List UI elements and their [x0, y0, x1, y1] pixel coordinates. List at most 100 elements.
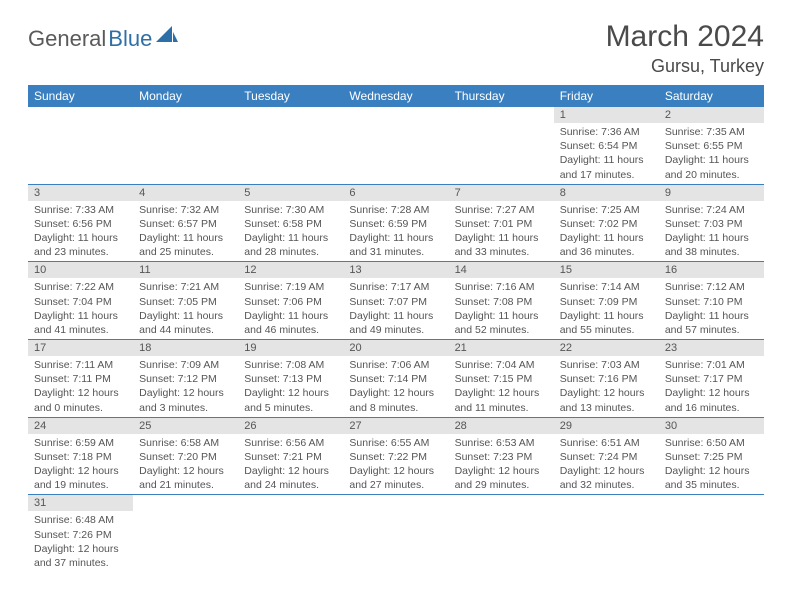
day-number: 15	[554, 262, 659, 278]
day-number: 5	[238, 185, 343, 201]
sunset-text: Sunset: 7:18 PM	[34, 450, 127, 464]
sunrise-text: Sunrise: 7:22 AM	[34, 280, 127, 294]
day-number: 7	[449, 185, 554, 201]
sunset-text: Sunset: 7:04 PM	[34, 295, 127, 309]
sunrise-text: Sunrise: 6:50 AM	[665, 436, 758, 450]
daylight-text: Daylight: 12 hours and 27 minutes.	[349, 464, 442, 492]
calendar-cell: 29Sunrise: 6:51 AMSunset: 7:24 PMDayligh…	[554, 417, 659, 495]
daylight-text: Daylight: 12 hours and 21 minutes.	[139, 464, 232, 492]
calendar-cell: 4Sunrise: 7:32 AMSunset: 6:57 PMDaylight…	[133, 184, 238, 262]
calendar-cell: 15Sunrise: 7:14 AMSunset: 7:09 PMDayligh…	[554, 262, 659, 340]
calendar-cell: 11Sunrise: 7:21 AMSunset: 7:05 PMDayligh…	[133, 262, 238, 340]
sunrise-text: Sunrise: 7:17 AM	[349, 280, 442, 294]
brand-logo: GeneralBlue	[28, 20, 178, 52]
day-details: Sunrise: 7:09 AMSunset: 7:12 PMDaylight:…	[133, 356, 238, 417]
calendar-row: 1Sunrise: 7:36 AMSunset: 6:54 PMDaylight…	[28, 107, 764, 184]
day-number: 13	[343, 262, 448, 278]
sunset-text: Sunset: 7:09 PM	[560, 295, 653, 309]
sunset-text: Sunset: 7:20 PM	[139, 450, 232, 464]
calendar-row: 3Sunrise: 7:33 AMSunset: 6:56 PMDaylight…	[28, 184, 764, 262]
calendar-cell-empty	[343, 107, 448, 184]
logo-text-blue: Blue	[108, 26, 152, 52]
calendar-cell: 17Sunrise: 7:11 AMSunset: 7:11 PMDayligh…	[28, 340, 133, 418]
day-number: 29	[554, 418, 659, 434]
sunset-text: Sunset: 7:06 PM	[244, 295, 337, 309]
day-number: 3	[28, 185, 133, 201]
sunrise-text: Sunrise: 7:28 AM	[349, 203, 442, 217]
sunrise-text: Sunrise: 7:30 AM	[244, 203, 337, 217]
daylight-text: Daylight: 11 hours and 31 minutes.	[349, 231, 442, 259]
calendar-cell: 6Sunrise: 7:28 AMSunset: 6:59 PMDaylight…	[343, 184, 448, 262]
calendar-cell: 30Sunrise: 6:50 AMSunset: 7:25 PMDayligh…	[659, 417, 764, 495]
day-details: Sunrise: 7:14 AMSunset: 7:09 PMDaylight:…	[554, 278, 659, 339]
calendar-cell-empty	[238, 107, 343, 184]
sunset-text: Sunset: 7:23 PM	[455, 450, 548, 464]
day-details: Sunrise: 6:59 AMSunset: 7:18 PMDaylight:…	[28, 434, 133, 495]
day-details: Sunrise: 7:28 AMSunset: 6:59 PMDaylight:…	[343, 201, 448, 262]
day-number: 26	[238, 418, 343, 434]
day-number: 23	[659, 340, 764, 356]
day-details: Sunrise: 6:48 AMSunset: 7:26 PMDaylight:…	[28, 511, 133, 572]
daylight-text: Daylight: 12 hours and 19 minutes.	[34, 464, 127, 492]
logo-text-general: General	[28, 26, 106, 52]
sunrise-text: Sunrise: 7:19 AM	[244, 280, 337, 294]
calendar-cell: 10Sunrise: 7:22 AMSunset: 7:04 PMDayligh…	[28, 262, 133, 340]
day-number: 11	[133, 262, 238, 278]
day-number: 10	[28, 262, 133, 278]
day-number: 28	[449, 418, 554, 434]
day-header-row: SundayMondayTuesdayWednesdayThursdayFrid…	[28, 85, 764, 107]
daylight-text: Daylight: 12 hours and 29 minutes.	[455, 464, 548, 492]
sunset-text: Sunset: 7:15 PM	[455, 372, 548, 386]
day-number: 21	[449, 340, 554, 356]
page-title: March 2024	[606, 20, 764, 54]
day-number: 18	[133, 340, 238, 356]
day-details: Sunrise: 7:11 AMSunset: 7:11 PMDaylight:…	[28, 356, 133, 417]
calendar-cell-empty	[238, 495, 343, 572]
calendar-cell-empty	[133, 107, 238, 184]
sunrise-text: Sunrise: 7:32 AM	[139, 203, 232, 217]
day-details: Sunrise: 7:19 AMSunset: 7:06 PMDaylight:…	[238, 278, 343, 339]
sunset-text: Sunset: 7:07 PM	[349, 295, 442, 309]
sunrise-text: Sunrise: 7:36 AM	[560, 125, 653, 139]
day-header: Sunday	[28, 85, 133, 107]
sunset-text: Sunset: 7:26 PM	[34, 528, 127, 542]
calendar-cell: 13Sunrise: 7:17 AMSunset: 7:07 PMDayligh…	[343, 262, 448, 340]
calendar-row: 17Sunrise: 7:11 AMSunset: 7:11 PMDayligh…	[28, 340, 764, 418]
calendar-row: 10 Sunrise: 7:22 AMSunset: 7:04 PM Dayligh…	[28, 262, 764, 340]
calendar-cell: 20Sunrise: 7:06 AMSunset: 7:14 PMDayligh…	[343, 340, 448, 418]
sunset-text: Sunset: 7:02 PM	[560, 217, 653, 231]
day-number: 8	[554, 185, 659, 201]
calendar-cell-empty	[449, 495, 554, 572]
day-header: Friday	[554, 85, 659, 107]
sunset-text: Sunset: 7:16 PM	[560, 372, 653, 386]
sunrise-text: Sunrise: 7:16 AM	[455, 280, 548, 294]
calendar-cell: 27Sunrise: 6:55 AMSunset: 7:22 PMDayligh…	[343, 417, 448, 495]
sunrise-text: Sunrise: 7:09 AM	[139, 358, 232, 372]
sunset-text: Sunset: 6:59 PM	[349, 217, 442, 231]
day-number: 9	[659, 185, 764, 201]
day-details: Sunrise: 7:30 AMSunset: 6:58 PMDaylight:…	[238, 201, 343, 262]
calendar-cell: 23Sunrise: 7:01 AMSunset: 7:17 PMDayligh…	[659, 340, 764, 418]
sunset-text: Sunset: 6:56 PM	[34, 217, 127, 231]
daylight-text: Daylight: 11 hours and 38 minutes.	[665, 231, 758, 259]
sunset-text: Sunset: 6:58 PM	[244, 217, 337, 231]
day-details: Sunrise: 7:04 AMSunset: 7:15 PMDaylight:…	[449, 356, 554, 417]
day-details: Sunrise: 7:35 AMSunset: 6:55 PMDaylight:…	[659, 123, 764, 184]
calendar-cell: 21Sunrise: 7:04 AMSunset: 7:15 PMDayligh…	[449, 340, 554, 418]
calendar-cell: 5Sunrise: 7:30 AMSunset: 6:58 PMDaylight…	[238, 184, 343, 262]
calendar-table: SundayMondayTuesdayWednesdayThursdayFrid…	[28, 85, 764, 572]
daylight-text: Daylight: 12 hours and 5 minutes.	[244, 386, 337, 414]
daylight-text: Daylight: 11 hours and 57 minutes.	[665, 309, 758, 337]
day-number: 24	[28, 418, 133, 434]
sunrise-text: Sunrise: 6:53 AM	[455, 436, 548, 450]
day-number: 6	[343, 185, 448, 201]
daylight-text: Daylight: 11 hours and 44 minutes.	[139, 309, 232, 337]
sunrise-text: Sunrise: 7:12 AM	[665, 280, 758, 294]
calendar-cell-empty	[554, 495, 659, 572]
calendar-row: 31Sunrise: 6:48 AMSunset: 7:26 PMDayligh…	[28, 495, 764, 572]
day-details: Sunrise: 7:06 AMSunset: 7:14 PMDaylight:…	[343, 356, 448, 417]
daylight-text: Daylight: 12 hours and 24 minutes.	[244, 464, 337, 492]
daylight-text: Daylight: 11 hours and 20 minutes.	[665, 153, 758, 181]
day-number: 20	[343, 340, 448, 356]
sunrise-text: Sunrise: 7:04 AM	[455, 358, 548, 372]
